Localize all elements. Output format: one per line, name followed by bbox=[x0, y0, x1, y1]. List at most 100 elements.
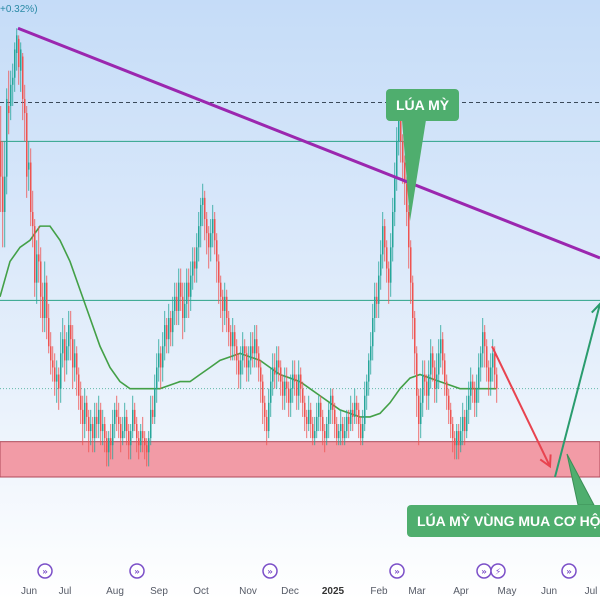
candle[interactable] bbox=[12, 63, 14, 106]
candle[interactable] bbox=[20, 42, 22, 92]
candle[interactable] bbox=[252, 332, 254, 368]
candle[interactable] bbox=[236, 339, 238, 375]
candle[interactable] bbox=[122, 416, 124, 446]
candle[interactable] bbox=[64, 325, 66, 382]
candle[interactable] bbox=[114, 402, 116, 439]
candle[interactable] bbox=[142, 416, 144, 453]
candle[interactable] bbox=[6, 88, 8, 195]
candle[interactable] bbox=[380, 240, 382, 290]
candle[interactable] bbox=[324, 424, 326, 453]
candle[interactable] bbox=[258, 346, 260, 382]
candle[interactable] bbox=[448, 388, 450, 424]
candle[interactable] bbox=[346, 409, 348, 439]
candle[interactable] bbox=[80, 381, 82, 424]
candle[interactable] bbox=[344, 416, 346, 446]
candle[interactable] bbox=[22, 53, 24, 121]
candle[interactable] bbox=[226, 289, 228, 333]
candle[interactable] bbox=[490, 353, 492, 396]
candle[interactable] bbox=[216, 233, 218, 283]
candle[interactable] bbox=[338, 424, 340, 446]
candle[interactable] bbox=[368, 353, 370, 396]
candle[interactable] bbox=[104, 416, 106, 453]
candle[interactable] bbox=[298, 360, 300, 410]
candle[interactable] bbox=[372, 303, 374, 361]
candle[interactable] bbox=[454, 431, 456, 460]
candle[interactable] bbox=[108, 431, 110, 467]
candle[interactable] bbox=[32, 190, 34, 248]
candle[interactable] bbox=[296, 374, 298, 410]
candle[interactable] bbox=[110, 424, 112, 460]
candle[interactable] bbox=[78, 367, 80, 410]
candle[interactable] bbox=[410, 240, 412, 304]
candle[interactable] bbox=[486, 339, 488, 382]
candle[interactable] bbox=[442, 332, 444, 375]
candle[interactable] bbox=[474, 381, 476, 417]
candle[interactable] bbox=[58, 367, 60, 410]
candle[interactable] bbox=[30, 148, 32, 227]
candle[interactable] bbox=[244, 339, 246, 368]
candle[interactable] bbox=[214, 212, 216, 255]
candle[interactable] bbox=[192, 247, 194, 290]
candle[interactable] bbox=[478, 353, 480, 403]
candle[interactable] bbox=[144, 431, 146, 460]
candle[interactable] bbox=[228, 310, 230, 347]
candle[interactable] bbox=[200, 197, 202, 248]
candle[interactable] bbox=[342, 416, 344, 446]
candle[interactable] bbox=[464, 409, 466, 446]
candle[interactable] bbox=[172, 296, 174, 347]
candle[interactable] bbox=[308, 395, 310, 432]
candle[interactable] bbox=[134, 402, 136, 432]
candle[interactable] bbox=[178, 268, 180, 326]
candle[interactable] bbox=[290, 374, 292, 417]
candle[interactable] bbox=[72, 325, 74, 389]
candle[interactable] bbox=[100, 402, 102, 446]
candle[interactable] bbox=[14, 42, 16, 92]
candle[interactable] bbox=[176, 282, 178, 326]
candle[interactable] bbox=[190, 261, 192, 311]
candle[interactable] bbox=[310, 402, 312, 439]
candle[interactable] bbox=[352, 402, 354, 432]
candle[interactable] bbox=[140, 424, 142, 453]
candle[interactable] bbox=[242, 332, 244, 375]
candle[interactable] bbox=[182, 282, 184, 340]
candle[interactable] bbox=[116, 395, 118, 432]
candle[interactable] bbox=[8, 70, 10, 135]
candle[interactable] bbox=[388, 261, 390, 304]
candle[interactable] bbox=[460, 416, 462, 453]
candle[interactable] bbox=[166, 318, 168, 354]
candle[interactable] bbox=[4, 141, 6, 248]
candle[interactable] bbox=[260, 360, 262, 403]
candle[interactable] bbox=[56, 360, 58, 403]
candle[interactable] bbox=[232, 318, 234, 361]
candle[interactable] bbox=[328, 402, 330, 439]
candle[interactable] bbox=[390, 233, 392, 297]
candle[interactable] bbox=[148, 431, 150, 467]
candle[interactable] bbox=[488, 360, 490, 396]
candle[interactable] bbox=[88, 409, 90, 453]
event-icon[interactable]: ⚡ bbox=[490, 563, 506, 579]
candle[interactable] bbox=[396, 127, 398, 191]
candle[interactable] bbox=[136, 416, 138, 453]
candle[interactable] bbox=[376, 282, 378, 318]
candle[interactable] bbox=[452, 416, 454, 453]
candle[interactable] bbox=[98, 395, 100, 439]
candle[interactable] bbox=[288, 381, 290, 417]
candle[interactable] bbox=[102, 409, 104, 446]
candle[interactable] bbox=[82, 395, 84, 446]
candle[interactable] bbox=[424, 360, 426, 396]
candle[interactable] bbox=[152, 395, 154, 424]
candle[interactable] bbox=[318, 395, 320, 432]
event-icon[interactable]: » bbox=[37, 563, 53, 579]
candle[interactable] bbox=[418, 388, 420, 446]
candle[interactable] bbox=[358, 402, 360, 439]
candle[interactable] bbox=[278, 346, 280, 382]
candle[interactable] bbox=[202, 183, 204, 227]
candle[interactable] bbox=[408, 204, 410, 269]
candle[interactable] bbox=[130, 424, 132, 460]
candle[interactable] bbox=[86, 395, 88, 432]
candle[interactable] bbox=[336, 416, 338, 446]
candle[interactable] bbox=[446, 374, 448, 410]
candle[interactable] bbox=[70, 310, 72, 361]
candle[interactable] bbox=[230, 325, 232, 361]
candle[interactable] bbox=[254, 325, 256, 368]
